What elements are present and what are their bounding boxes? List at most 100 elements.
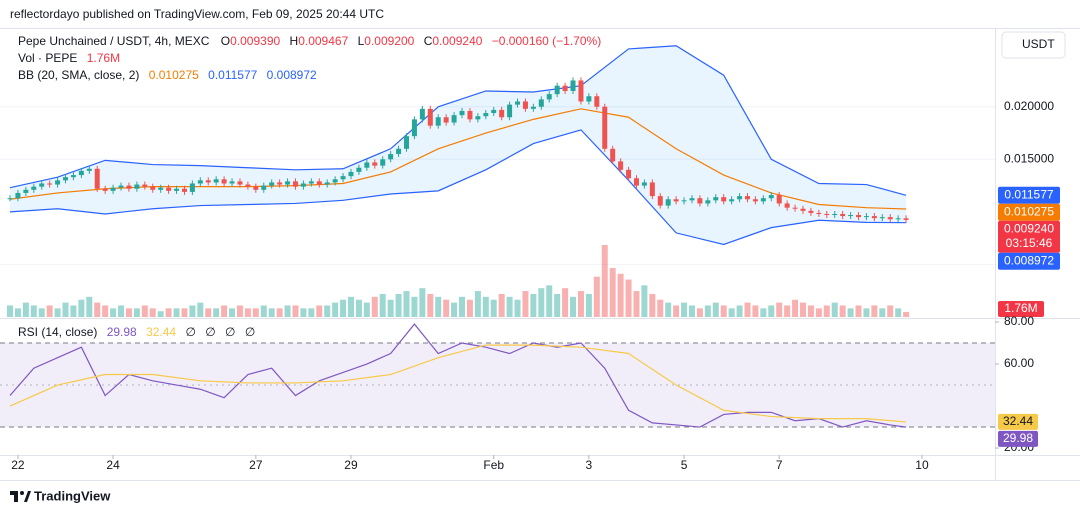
candle-body xyxy=(594,96,600,107)
volume-bar xyxy=(601,245,608,317)
volume-bar xyxy=(371,296,378,317)
volume-bar xyxy=(244,308,251,317)
volume-bar xyxy=(617,273,624,317)
candle-body xyxy=(166,187,172,191)
candle-body xyxy=(887,217,893,220)
currency-button[interactable] xyxy=(1001,31,1066,59)
rsi-band xyxy=(0,343,995,428)
volume-bar xyxy=(300,308,307,317)
bb-value: 0.011577 xyxy=(208,68,257,82)
candle-body xyxy=(23,189,29,193)
volume-bar xyxy=(585,293,592,317)
candle-body xyxy=(491,109,497,114)
candle-body xyxy=(459,110,465,116)
rsi-label: RSI (14, close) xyxy=(18,325,97,339)
price-tag xyxy=(998,203,1060,221)
volume-bar xyxy=(133,308,140,317)
candle-body xyxy=(7,198,13,200)
candle-body xyxy=(142,184,148,187)
volume-bar xyxy=(316,305,323,317)
candle-body xyxy=(372,162,378,166)
volume-bar xyxy=(649,293,656,317)
x-tick-label: 27 xyxy=(249,458,263,472)
volume-value: 1.76M xyxy=(87,51,120,65)
candle-body xyxy=(126,185,132,189)
candle-body xyxy=(380,159,386,166)
ohlc-value: 0.009390 xyxy=(230,34,280,48)
candle-body xyxy=(419,108,425,120)
candle-body xyxy=(94,168,100,189)
symbol: Pepe Unchained / USDT, 4h, MEXC xyxy=(18,34,210,48)
volume-bar xyxy=(38,308,45,317)
candle-body xyxy=(253,186,259,190)
volume-bar xyxy=(276,308,283,317)
volume-bar xyxy=(657,299,664,317)
volume-bar xyxy=(498,293,505,317)
candle-body xyxy=(626,169,632,179)
candle-body xyxy=(570,80,576,91)
candle-body xyxy=(729,199,735,202)
candle-body xyxy=(197,180,203,184)
volume-bar xyxy=(157,311,164,317)
volume-bar xyxy=(86,296,93,317)
volume-bar xyxy=(506,296,513,317)
volume-bar xyxy=(221,305,228,317)
volume-bar xyxy=(839,305,846,317)
volume-bar xyxy=(459,296,466,317)
candle-body xyxy=(316,181,322,185)
candle-body xyxy=(435,117,441,126)
candle-body xyxy=(237,181,243,185)
volume-bar xyxy=(871,305,878,317)
candle-body xyxy=(39,183,45,187)
candle-body xyxy=(245,184,251,187)
candle-body xyxy=(475,116,481,120)
candle-body xyxy=(824,213,830,216)
volume-bar xyxy=(340,299,347,317)
candle-body xyxy=(499,109,505,118)
candle-body xyxy=(404,136,409,149)
rsi-tag-label: 32.44 xyxy=(1003,414,1033,428)
volume-bar xyxy=(490,299,497,317)
volume-bar xyxy=(593,276,600,317)
volume-bar xyxy=(197,302,204,317)
candle-body xyxy=(205,180,211,183)
volume-bar xyxy=(125,308,132,317)
volume-bar xyxy=(252,308,259,317)
candle-body xyxy=(110,187,116,191)
candle-body xyxy=(332,179,338,183)
volume-bar xyxy=(538,288,545,317)
volume-bar xyxy=(324,305,331,317)
x-tick-label: 29 xyxy=(344,458,358,472)
candle-body xyxy=(118,185,124,188)
currency-label: USDT xyxy=(1022,37,1055,51)
candle-body xyxy=(673,199,679,202)
candle-body xyxy=(348,171,354,177)
ohlc-key: C xyxy=(424,34,433,48)
volume-bar xyxy=(14,308,21,317)
x-tick-label: 5 xyxy=(681,458,688,472)
candle-body xyxy=(689,198,695,201)
candle-body xyxy=(15,192,21,199)
volume-bar xyxy=(641,285,648,317)
volume-bar xyxy=(752,305,759,317)
candle-body xyxy=(538,99,544,107)
candle-body xyxy=(158,187,164,190)
volume-bar xyxy=(863,308,870,317)
volume-tag-label: 1.76M xyxy=(1004,301,1037,315)
volume-bar xyxy=(236,305,243,317)
volume-legend: Vol · PEPE 1.76M xyxy=(18,51,120,65)
rsi-line xyxy=(9,323,907,428)
volume-bar xyxy=(673,305,680,317)
candle-body xyxy=(31,186,37,190)
volume-bar xyxy=(815,308,822,317)
candle-body xyxy=(467,110,473,120)
volume-bar xyxy=(149,308,156,317)
volume-bar xyxy=(355,299,362,317)
candle-body xyxy=(784,203,790,208)
candle-body xyxy=(768,195,774,199)
candle-body xyxy=(554,85,560,95)
volume-bar xyxy=(546,285,553,317)
volume-bar xyxy=(427,293,434,317)
volume-bar xyxy=(292,305,299,317)
